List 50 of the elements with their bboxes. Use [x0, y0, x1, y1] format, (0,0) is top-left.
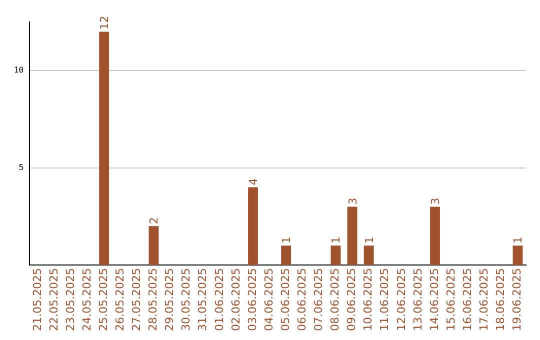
- y-tick-label: 5: [18, 162, 24, 172]
- data-label: 1: [362, 236, 376, 244]
- bar: [248, 187, 258, 266]
- bar: [330, 246, 341, 266]
- data-label: 2: [148, 217, 161, 224]
- x-tick-label: 09.06.2025: [345, 268, 358, 332]
- data-label: 1: [330, 236, 343, 244]
- data-label: 12: [98, 16, 112, 30]
- x-tick-label: 16.06.2025: [460, 268, 474, 332]
- x-tick-label: 05.06.2025: [278, 268, 292, 332]
- x-tick-label: 04.06.2025: [262, 268, 276, 332]
- data-label: 4: [247, 178, 260, 186]
- x-tick-label: 26.05.2025: [113, 268, 126, 332]
- data-label: 3: [429, 198, 442, 205]
- x-tick-label: 14.06.2025: [428, 268, 441, 332]
- bar: [99, 32, 110, 266]
- y-tick-label: 10: [14, 66, 24, 75]
- data-label: 1: [280, 236, 294, 244]
- bar: [148, 226, 159, 266]
- x-tick-label: 11.06.2025: [378, 268, 392, 332]
- bar: [347, 206, 358, 266]
- x-tick-label: 31.05.2025: [196, 268, 210, 332]
- x-tick-label: 25.05.2025: [96, 268, 110, 332]
- x-tick-label: 23.05.2025: [64, 268, 77, 332]
- x-tick-label: 10.06.2025: [362, 268, 375, 332]
- x-tick-label: 30.05.2025: [180, 268, 193, 332]
- x-tick-label: 17.06.2025: [478, 268, 490, 332]
- x-tick-label: 08.06.2025: [328, 268, 342, 332]
- x-tick-label: 07.06.2025: [312, 268, 326, 332]
- x-tick-label: 15.06.2025: [444, 268, 458, 332]
- bar: [512, 246, 523, 266]
- x-tick-label: 13.06.2025: [411, 268, 424, 332]
- x-tick-label: 18.06.2025: [494, 268, 508, 332]
- x-tick-label: 24.05.2025: [80, 268, 94, 332]
- x-tick-label: 12.06.2025: [394, 268, 408, 332]
- x-tick-label: 19.06.2025: [510, 268, 524, 332]
- x-tick-label: 28.05.2025: [146, 268, 160, 332]
- x-tick-label: 22.05.2025: [47, 268, 60, 332]
- x-tick-label: 03.06.2025: [246, 268, 259, 332]
- bar: [281, 246, 292, 266]
- x-tick-label: 02.06.2025: [229, 268, 242, 332]
- data-label: 1: [512, 236, 525, 244]
- x-tick-label: 29.05.2025: [163, 268, 176, 332]
- data-label: 3: [346, 198, 360, 205]
- x-tick-label: 06.06.2025: [296, 268, 308, 332]
- x-tick-label: 21.05.2025: [30, 268, 44, 332]
- x-tick-label: 27.05.2025: [130, 268, 144, 332]
- bar: [364, 246, 374, 266]
- x-tick-label: 01.06.2025: [212, 268, 226, 332]
- bar: [430, 206, 440, 266]
